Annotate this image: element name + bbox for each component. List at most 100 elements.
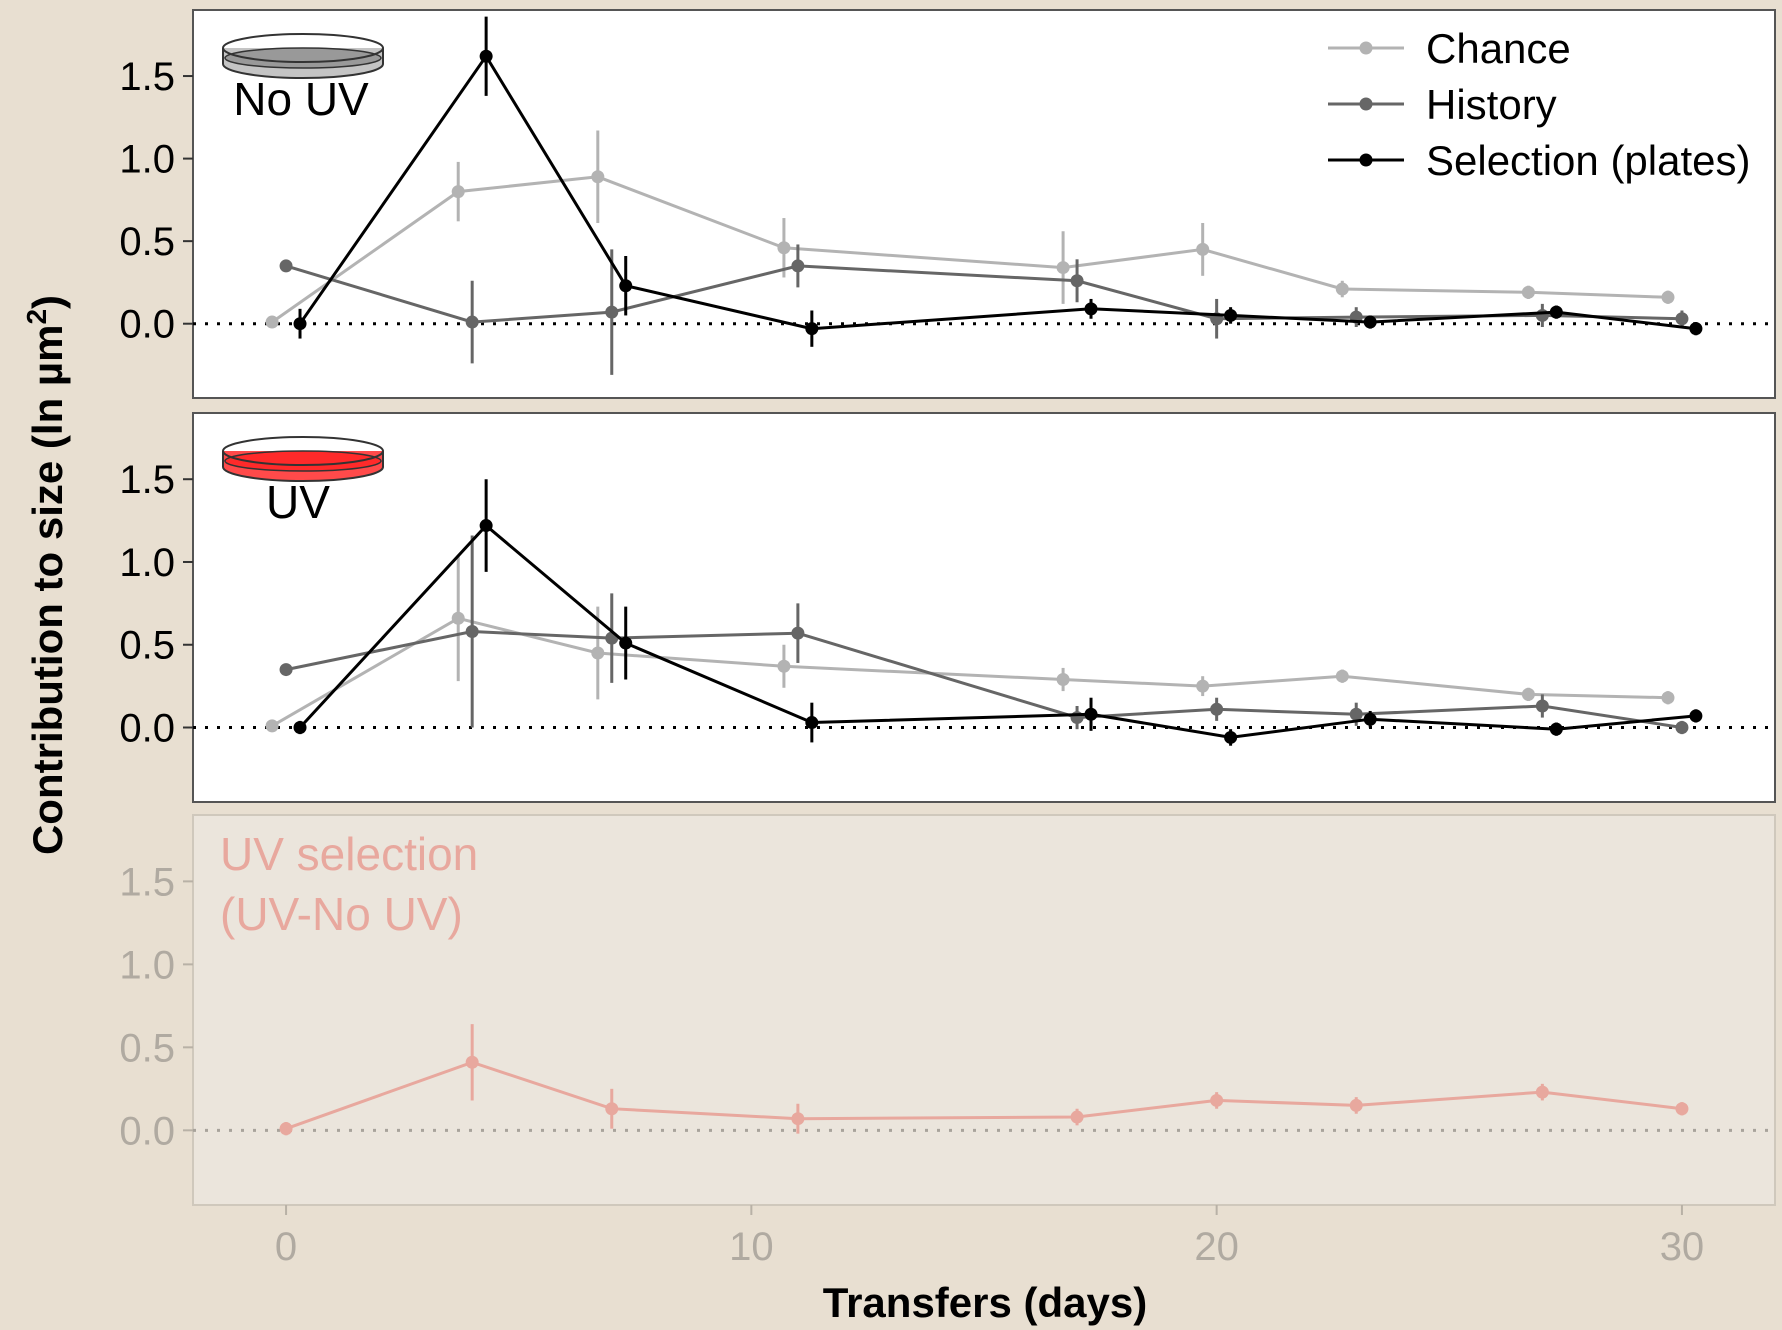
data-point bbox=[805, 322, 819, 336]
data-point bbox=[465, 315, 479, 329]
panel-frame bbox=[192, 412, 1776, 803]
data-point bbox=[591, 646, 605, 660]
series-2-0 bbox=[279, 1024, 1689, 1136]
y-tick-label: 0.5 bbox=[119, 220, 175, 264]
x-axis-title: Transfers (days) bbox=[823, 1279, 1147, 1326]
legend-swatch-point bbox=[1359, 41, 1373, 55]
data-point bbox=[1549, 305, 1563, 319]
data-point bbox=[1335, 669, 1349, 683]
y-tick-label: 1.0 bbox=[119, 541, 175, 585]
y-axis-title: Contribution to size (ln µm2) bbox=[21, 295, 71, 855]
data-point bbox=[1084, 302, 1098, 316]
panel-label-line: UV selection bbox=[220, 828, 478, 880]
y-tick-label: 1.0 bbox=[119, 943, 175, 987]
data-point bbox=[619, 279, 633, 293]
data-point bbox=[1689, 709, 1703, 723]
data-point bbox=[279, 259, 293, 273]
data-point bbox=[265, 315, 279, 329]
y-axis-title-main: Contribution to size (ln µm bbox=[24, 325, 71, 855]
data-point bbox=[265, 719, 279, 733]
panel-label-line: (UV-No UV) bbox=[220, 888, 463, 940]
legend: Chance History Selection (plates) bbox=[1328, 25, 1751, 184]
panel-frame bbox=[192, 9, 1776, 399]
data-point bbox=[1056, 673, 1070, 687]
data-point bbox=[1521, 687, 1535, 701]
y-tick-label: 1.5 bbox=[119, 458, 175, 502]
data-point bbox=[451, 611, 465, 625]
data-point bbox=[1196, 242, 1210, 256]
data-point bbox=[1084, 707, 1098, 721]
panel-label: UV bbox=[266, 476, 330, 528]
dish-rim bbox=[222, 33, 384, 63]
x-axis: 0 10 20 30 bbox=[275, 1205, 1704, 1269]
data-point bbox=[619, 636, 633, 650]
data-point bbox=[293, 721, 307, 735]
data-point bbox=[1349, 1098, 1363, 1112]
dish-medium bbox=[224, 450, 382, 472]
legend-label: Selection (plates) bbox=[1426, 137, 1751, 184]
petri-dish-gray-icon bbox=[222, 33, 384, 79]
y-axis-title-sup: 2 bbox=[21, 309, 52, 325]
panel-label: No UV bbox=[233, 73, 369, 125]
data-point bbox=[479, 519, 493, 533]
data-point bbox=[1675, 721, 1689, 735]
data-point bbox=[1675, 312, 1689, 326]
series-0-2 bbox=[293, 16, 1703, 347]
data-point bbox=[1070, 1110, 1084, 1124]
panel-1: 0.0 0.5 1.0 1.5 UV bbox=[119, 412, 1776, 803]
data-point bbox=[791, 626, 805, 640]
data-point bbox=[805, 716, 819, 730]
data-point bbox=[1535, 699, 1549, 713]
data-point bbox=[279, 663, 293, 677]
data-point bbox=[293, 317, 307, 331]
data-point bbox=[1196, 679, 1210, 693]
data-point bbox=[1056, 261, 1070, 275]
y-tick-label: 1.0 bbox=[119, 138, 175, 182]
data-point bbox=[1535, 1085, 1549, 1099]
data-point bbox=[605, 1102, 619, 1116]
data-point bbox=[479, 49, 493, 63]
data-point bbox=[1675, 1102, 1689, 1116]
data-point bbox=[465, 625, 479, 639]
petri-dish-red-icon bbox=[222, 436, 384, 482]
legend-label: Chance bbox=[1426, 25, 1571, 72]
data-point bbox=[605, 305, 619, 319]
y-tick-label: 0.5 bbox=[119, 1026, 175, 1070]
panel-frame bbox=[192, 814, 1776, 1206]
data-point bbox=[1549, 722, 1563, 736]
y-axis-title-group: Contribution to size (ln µm2) bbox=[21, 295, 71, 855]
y-tick-label: 0.5 bbox=[119, 624, 175, 668]
y-tick-label: 1.5 bbox=[119, 55, 175, 99]
data-point bbox=[1224, 730, 1238, 744]
x-tick-label: 20 bbox=[1194, 1225, 1239, 1269]
data-point bbox=[791, 259, 805, 273]
dish-medium bbox=[224, 47, 382, 69]
y-axis-title-close: ) bbox=[24, 295, 71, 309]
data-point bbox=[1070, 711, 1084, 725]
y-tick-label: 0.0 bbox=[119, 303, 175, 347]
y-tick-label: 1.5 bbox=[119, 860, 175, 904]
legend-label: History bbox=[1426, 81, 1557, 128]
y-tick-label: 0.0 bbox=[119, 1109, 175, 1153]
legend-swatch-point bbox=[1359, 153, 1373, 167]
x-tick-label: 10 bbox=[729, 1225, 774, 1269]
series-0-0 bbox=[265, 130, 1675, 329]
data-point bbox=[777, 659, 791, 673]
dish-rim bbox=[222, 436, 384, 466]
y-tick-label: 0.0 bbox=[119, 707, 175, 751]
data-point bbox=[1689, 322, 1703, 336]
data-point bbox=[1210, 1093, 1224, 1107]
data-point bbox=[777, 241, 791, 255]
data-point bbox=[1535, 308, 1549, 322]
data-point bbox=[451, 185, 465, 199]
data-point bbox=[1363, 315, 1377, 329]
data-point bbox=[1210, 702, 1224, 716]
data-point bbox=[791, 1112, 805, 1126]
data-point bbox=[279, 1122, 293, 1136]
data-point bbox=[1070, 274, 1084, 288]
legend-swatch-point bbox=[1359, 97, 1373, 111]
series-1-1 bbox=[279, 535, 1689, 735]
data-point bbox=[1661, 290, 1675, 304]
x-tick-label: 30 bbox=[1660, 1225, 1705, 1269]
